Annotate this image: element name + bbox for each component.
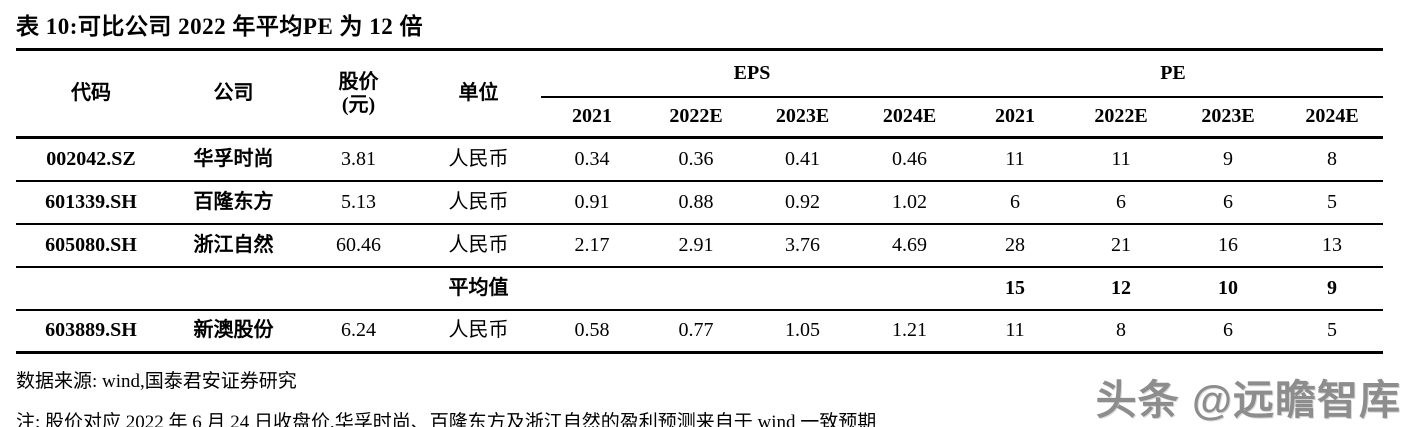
avg-pe-2024e: 9 — [1327, 276, 1337, 299]
cell-eps-2022e: 0.88 — [678, 190, 714, 213]
col-header-price-line2: (元) — [341, 93, 376, 116]
col-header-code: 代码 — [71, 82, 111, 104]
eps-year-2022e: 2022E — [669, 105, 723, 128]
empty-cell — [541, 267, 643, 310]
pe-year-2024e: 2024E — [1305, 105, 1359, 128]
cell-pe-2022e: 11 — [1111, 147, 1131, 170]
cell-company: 新澳股份 — [193, 319, 274, 342]
comparable-companies-table-wrap: 代码 公司 股价 (元) 单位 EPS PE 2021 2022E 2023E … — [16, 48, 1383, 354]
table-row-huafu: 002042.SZ 华孚时尚 3.81 人民币 0.34 0.36 0.41 0… — [16, 138, 1383, 181]
cell-eps-2023e: 3.76 — [785, 233, 820, 256]
cell-code: 601339.SH — [45, 190, 137, 213]
eps-year-2023e: 2023E — [775, 105, 830, 128]
table-title: 表 10:可比公司 2022 年平均PE 为 12 倍 — [16, 14, 424, 39]
cell-company: 浙江自然 — [193, 233, 274, 256]
col-header-unit: 单位 — [458, 82, 499, 104]
header-group-row: 代码 公司 股价 (元) 单位 EPS PE — [16, 49, 1383, 116]
cell-pe-2021: 11 — [1005, 319, 1025, 342]
avg-pe-2021: 15 — [1005, 276, 1025, 299]
footnote: 注: 股价对应 2022 年 6 月 24 日收盘价,华孚时尚、百隆东方及浙江自… — [16, 412, 877, 427]
eps-year-2024e: 2024E — [882, 105, 937, 128]
group-header-eps: EPS — [541, 49, 963, 98]
cell-pe-2024e: 13 — [1322, 233, 1342, 256]
empty-cell — [643, 267, 749, 310]
cell-pe-2023e: 6 — [1223, 190, 1233, 213]
cell-pe-2023e: 9 — [1223, 147, 1233, 170]
cell-unit: 人民币 — [448, 147, 509, 170]
cell-code: 002042.SZ — [46, 147, 136, 170]
cell-pe-2021: 11 — [1005, 147, 1025, 170]
cell-pe-2023e: 16 — [1218, 233, 1238, 256]
cell-company: 百隆东方 — [193, 190, 274, 213]
table-row-xinao: 603889.SH 新澳股份 6.24 人民币 0.58 0.77 1.05 1… — [16, 310, 1383, 353]
pe-year-2021: 2021 — [995, 105, 1035, 128]
table-row-zhejiang: 605080.SH 浙江自然 60.46 人民币 2.17 2.91 3.76 … — [16, 224, 1383, 267]
cell-pe-2024e: 5 — [1327, 190, 1337, 213]
cell-company: 华孚时尚 — [193, 147, 274, 170]
empty-cell — [301, 267, 416, 310]
eps-year-2021: 2021 — [572, 105, 612, 128]
cell-price: 6.24 — [341, 319, 376, 342]
cell-eps-2021: 0.58 — [574, 319, 610, 342]
header-year-row: 2021 2022E 2023E 2024E 2021 2022E 2023E … — [16, 97, 1383, 138]
watermark-yuanzhan-zhiku: 头条 @远瞻智库 — [1095, 377, 1401, 423]
group-header-pe: PE — [963, 49, 1383, 98]
comparable-companies-table: 代码 公司 股价 (元) 单位 EPS PE 2021 2022E 2023E … — [16, 48, 1383, 354]
cell-unit: 人民币 — [448, 233, 509, 256]
average-label: 平均值 — [448, 276, 509, 299]
data-source-note: 数据来源: wind,国泰君安证券研究 — [16, 371, 297, 392]
cell-unit: 人民币 — [448, 190, 509, 213]
cell-code: 605080.SH — [45, 233, 137, 256]
cell-eps-2022e: 2.91 — [678, 233, 714, 256]
cell-pe-2023e: 6 — [1223, 319, 1233, 342]
empty-cell — [749, 267, 856, 310]
cell-eps-2021: 0.91 — [574, 190, 610, 213]
cell-eps-2024e: 4.69 — [892, 233, 927, 256]
pe-year-2023e: 2023E — [1201, 105, 1255, 128]
cell-pe-2022e: 8 — [1116, 319, 1126, 342]
cell-pe-2024e: 5 — [1327, 319, 1337, 342]
pe-year-2022e: 2022E — [1094, 105, 1148, 128]
empty-cell — [16, 267, 166, 310]
avg-pe-2022e: 12 — [1111, 276, 1131, 299]
cell-pe-2022e: 21 — [1111, 233, 1131, 256]
cell-price: 60.46 — [336, 233, 381, 256]
table-row-average: 平均值 15 12 10 9 — [16, 267, 1383, 310]
avg-pe-2023e: 10 — [1218, 276, 1238, 299]
table-row-bailong: 601339.SH 百隆东方 5.13 人民币 0.91 0.88 0.92 1… — [16, 181, 1383, 224]
col-header-company: 公司 — [213, 82, 254, 104]
cell-eps-2021: 0.34 — [574, 147, 610, 170]
col-header-price: 股价 (元) — [301, 50, 416, 138]
cell-eps-2021: 2.17 — [574, 233, 610, 256]
cell-eps-2023e: 1.05 — [785, 319, 820, 342]
cell-eps-2024e: 1.02 — [892, 190, 927, 213]
cell-code: 603889.SH — [45, 319, 137, 342]
cell-pe-2021: 6 — [1010, 190, 1020, 213]
cell-price: 3.81 — [341, 147, 376, 170]
cell-eps-2024e: 1.21 — [892, 319, 927, 342]
cell-eps-2023e: 0.92 — [785, 190, 820, 213]
cell-eps-2024e: 0.46 — [892, 147, 927, 170]
cell-eps-2022e: 0.36 — [678, 147, 714, 170]
cell-price: 5.13 — [341, 190, 376, 213]
empty-cell — [856, 267, 963, 310]
cell-eps-2023e: 0.41 — [785, 147, 820, 170]
cell-eps-2022e: 0.77 — [678, 319, 714, 342]
cell-pe-2021: 28 — [1005, 233, 1025, 256]
cell-pe-2024e: 8 — [1327, 147, 1337, 170]
cell-pe-2022e: 6 — [1116, 190, 1126, 213]
empty-cell — [166, 267, 301, 310]
cell-unit: 人民币 — [448, 319, 509, 342]
col-header-price-line1: 股价 — [338, 70, 379, 93]
